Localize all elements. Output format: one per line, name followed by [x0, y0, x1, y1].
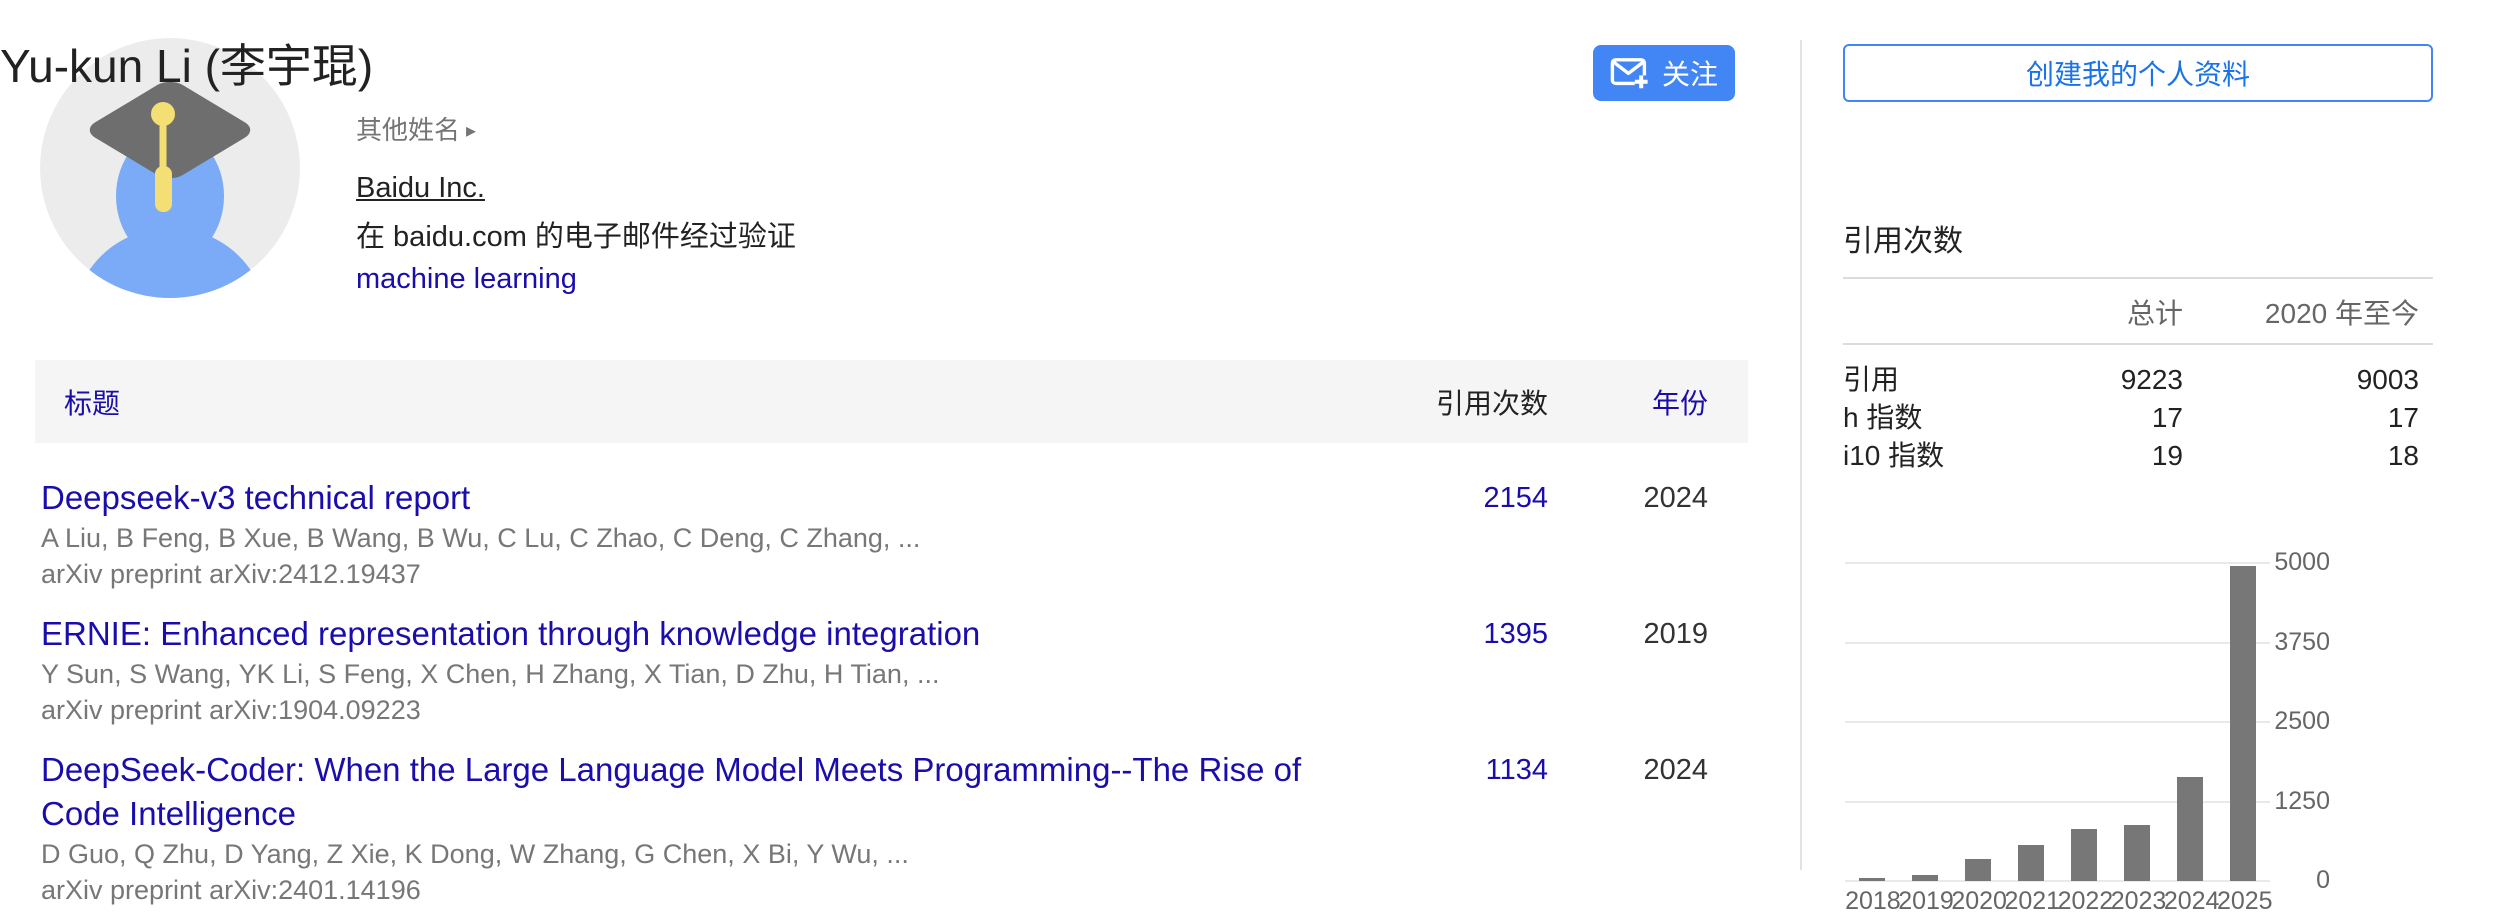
x-tick-label: 2022	[2057, 887, 2114, 915]
article-row: Deepseek-v3 technical report A Liu, B Fe…	[41, 476, 1708, 592]
article-authors: A Liu, B Feng, B Xue, B Wang, B Wu, C Lu…	[41, 523, 921, 553]
article-year: 2024	[1643, 482, 1708, 514]
stats-label: i10 指数	[1843, 440, 1945, 471]
sort-by-year-link[interactable]: 年份	[1651, 387, 1708, 419]
divider	[1843, 277, 2433, 279]
chart-bar-2020[interactable]	[1964, 859, 1991, 881]
chart-bar-2022[interactable]	[2071, 829, 2098, 881]
stats-spacer	[1843, 292, 2023, 332]
y-tick-label: 3750	[2274, 627, 2330, 656]
avatar	[40, 38, 300, 298]
sort-by-title-link[interactable]: 标题	[64, 387, 121, 419]
email-verified-text: 在 baidu.com 的电子邮件经过验证	[356, 221, 796, 253]
gridline	[1845, 880, 2270, 882]
chart-bars	[1845, 563, 2270, 881]
article-cited-by-link[interactable]: 1134	[1485, 754, 1548, 786]
affiliation-link[interactable]: Baidu Inc.	[356, 172, 485, 204]
sort-by-citations-label: 引用次数	[1435, 387, 1548, 419]
citations-bar-chart: 2018 2019 2020 2021 2022 2023 2024 2025 0 1250 25…	[1845, 548, 2330, 915]
stats-label: h 指数	[1843, 402, 1923, 433]
chart-bar-2023[interactable]	[2124, 825, 2151, 881]
article-authors: D Guo, Q Zhu, D Yang, Z Xie, K Dong, W Z…	[41, 839, 909, 869]
y-tick-label: 1250	[2274, 786, 2330, 815]
follow-button[interactable]: 关注	[1593, 45, 1735, 101]
article-cited-by-link[interactable]: 1395	[1483, 618, 1548, 650]
x-tick-label: 2020	[1951, 887, 2007, 915]
article-title-link[interactable]: ERNIE: Enhanced representation through k…	[41, 615, 981, 652]
sidebar: 创建我的个人资料 引用次数 总计 2020 年至今 引用 9223 9003 h…	[1843, 0, 2433, 922]
article-row: DeepSeek-Coder: When the Large Language …	[41, 748, 1708, 908]
article-venue: arXiv preprint arXiv:2412.19437	[41, 559, 421, 589]
citation-stats-header: 总计 2020 年至今	[1843, 292, 2433, 332]
chart-y-axis-labels: 0 1250 2500 3750 5000	[2274, 548, 2330, 894]
gridline	[1845, 641, 2270, 644]
divider	[1843, 343, 2433, 345]
stats-value-since: 17	[2387, 402, 2419, 433]
stats-value-since: 9003	[2356, 364, 2419, 395]
gridline	[1845, 721, 2270, 723]
article-title-link[interactable]: DeepSeek-Coder: When the Large Language …	[41, 751, 1302, 832]
chart-bar-2024[interactable]	[2177, 777, 2204, 881]
y-tick-label: 0	[2316, 866, 2330, 894]
other-names-toggle[interactable]: 其他姓名 ▸	[356, 110, 476, 147]
articles-list: Deepseek-v3 technical report A Liu, B Fe…	[35, 476, 1748, 922]
profile-name: Yu-kun Li (李宇琨)	[0, 40, 374, 92]
stats-col-all: 总计	[2126, 298, 2183, 329]
y-tick-label: 5000	[2274, 548, 2330, 576]
chart-bar-2018[interactable]	[1858, 878, 1885, 881]
stats-value-all: 19	[2151, 440, 2183, 471]
article-venue: arXiv preprint arXiv:1904.09223	[41, 695, 421, 725]
articles-table-header: 标题 引用次数 年份	[35, 360, 1748, 443]
cited-by-heading[interactable]: 引用次数	[1843, 225, 1963, 258]
follow-button-label: 关注	[1661, 59, 1718, 90]
chart-bar-2025[interactable]	[2230, 566, 2257, 881]
x-tick-label: 2018	[1845, 887, 1901, 915]
x-tick-label: 2025	[2216, 887, 2273, 915]
stats-row-h-index: h 指数 17 17	[1843, 399, 2433, 437]
content-sidebar-divider	[1800, 40, 1802, 870]
article-title-link[interactable]: Deepseek-v3 technical report	[41, 479, 471, 516]
article-cited-by-link[interactable]: 2154	[1483, 482, 1548, 514]
graduation-cap-avatar-icon	[40, 38, 300, 298]
gridline	[1845, 562, 2270, 564]
chart-bar-2021[interactable]	[2017, 845, 2044, 881]
x-tick-label: 2023	[2110, 887, 2167, 915]
article-row: ERNIE: Enhanced representation through k…	[41, 612, 1708, 728]
article-authors: Y Sun, S Wang, YK Li, S Feng, X Chen, H …	[41, 659, 940, 689]
stats-row-i10-index: i10 指数 19 18	[1843, 437, 2433, 475]
x-tick-label: 2024	[2163, 887, 2220, 915]
chart-bar-2019[interactable]	[1911, 875, 1938, 881]
article-venue: arXiv preprint arXiv:2401.14196	[41, 875, 421, 905]
stats-value-all: 9223	[2120, 364, 2183, 395]
stats-value-all: 17	[2151, 402, 2183, 433]
article-year: 2019	[1643, 618, 1708, 650]
x-tick-label: 2021	[2004, 887, 2061, 915]
x-tick-label: 2019	[1898, 887, 1954, 915]
y-tick-label: 2500	[2274, 707, 2330, 735]
interest-link-machine-learning[interactable]: machine learning	[356, 263, 577, 295]
article-main: ERNIE: Enhanced representation through k…	[41, 612, 1398, 728]
stats-label: 引用	[1843, 364, 1900, 395]
stats-col-since: 2020 年至今	[2264, 298, 2419, 329]
article-year: 2024	[1643, 754, 1708, 786]
stats-value-since: 18	[2387, 440, 2419, 471]
article-main: DeepSeek-Coder: When the Large Language …	[41, 748, 1398, 908]
stats-row-citations: 引用 9223 9003	[1843, 361, 2433, 399]
email-plus-icon	[1610, 58, 1648, 89]
other-names-label: 其他姓名	[356, 115, 461, 145]
expand-arrow-icon: ▸	[466, 120, 477, 142]
create-profile-button[interactable]: 创建我的个人资料	[1843, 44, 2433, 102]
article-main: Deepseek-v3 technical report A Liu, B Fe…	[41, 476, 1398, 592]
gridline	[1845, 800, 2270, 803]
chart-x-axis-labels: 2018 2019 2020 2021 2022 2023 2024 2025	[1845, 887, 2273, 916]
